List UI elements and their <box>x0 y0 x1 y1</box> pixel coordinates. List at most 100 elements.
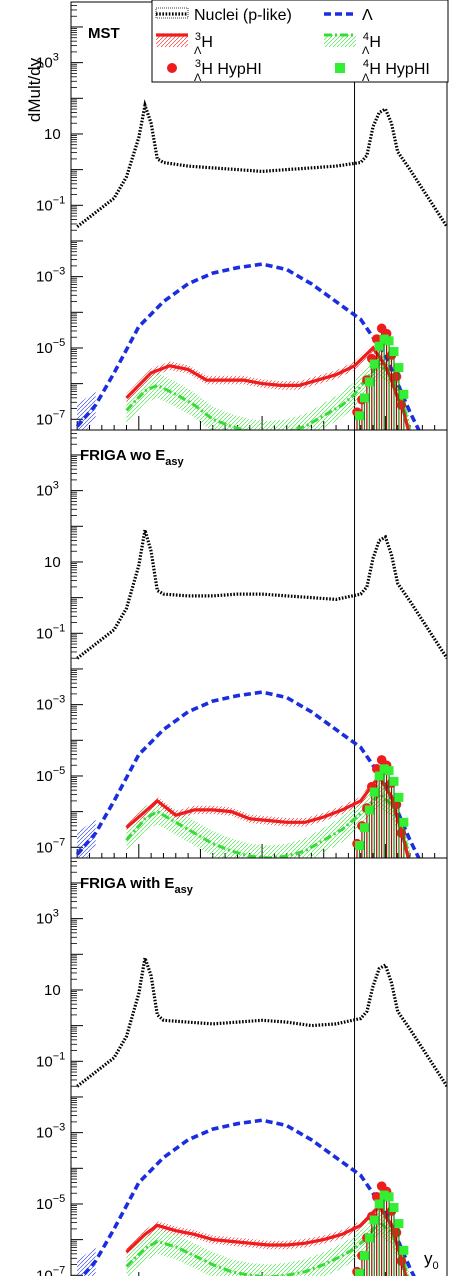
h4-hyphi-point <box>389 1203 399 1213</box>
h4-hyphi-point <box>374 771 384 781</box>
y-tick-label: 10−7 <box>36 408 65 428</box>
h4-hyphi-point <box>379 334 389 344</box>
h4-uncertainty-band <box>126 781 411 858</box>
h3-hyphi-point <box>371 1192 382 1202</box>
h4-hyphi-point <box>389 347 399 357</box>
h4-hyphi-point <box>364 1233 374 1243</box>
y-tick-label: 10−3 <box>36 694 65 714</box>
nuclei-series-line <box>76 99 447 228</box>
h4-hyphi-point <box>359 1251 369 1261</box>
y-tick-label: 10−3 <box>36 1122 65 1142</box>
legend-label-h4hyp: 4 ΛH HypHI <box>362 58 430 84</box>
legend-symbol-h3 <box>156 33 188 47</box>
h4-hyphi-point <box>384 336 394 346</box>
h3-hyphi-point <box>396 1256 407 1266</box>
y-tick-label: 10−7 <box>36 836 65 856</box>
h4-hyphi-point <box>384 766 394 776</box>
legend-band <box>156 35 188 47</box>
y-tick-label: 103 <box>36 480 59 500</box>
panel-title-main: FRIGA with E <box>80 875 174 892</box>
h4-hyphi-point <box>394 363 404 373</box>
legend-label-main: H HypHI <box>201 61 261 78</box>
h3-uncertainty-band <box>126 343 410 430</box>
h4-hyphi-point <box>354 411 364 421</box>
y-tick-label: 10−1 <box>36 194 65 214</box>
y-tick-label: 10 <box>44 126 61 143</box>
h4-hyphi-point <box>379 764 389 774</box>
legend-label-mass: 3 <box>195 58 201 70</box>
h4-hyphi-point <box>374 1199 384 1209</box>
y-tick-label: 103 <box>36 52 59 72</box>
y-tick-label: 10−5 <box>36 337 65 357</box>
h4-hyphi-point <box>384 1192 394 1202</box>
legend: Nuclei (p-like) Λ3 ΛH 4 ΛH3 ΛH HypHI 4 ΛH HypHI <box>151 0 449 84</box>
legend-label-main: H <box>201 34 213 51</box>
h4-hyphi-point <box>394 792 404 802</box>
legend-label-main: H <box>369 34 381 51</box>
lambda-uncertainty-band <box>77 818 96 858</box>
y-tick-label: 103 <box>36 908 59 928</box>
nuclei-series-line <box>76 529 447 660</box>
panel-title: FRIGA wo Easy <box>80 447 185 468</box>
legend-label-lambda: Λ <box>362 7 373 24</box>
h4-series-line <box>125 1219 409 1276</box>
legend-label-mass: 4 <box>363 31 369 43</box>
h4-hyphi-point <box>354 1269 364 1276</box>
legend-label-mass: 3 <box>195 31 201 43</box>
legend-symbol-h3hyp <box>167 63 177 73</box>
y-tick-label: 10−5 <box>36 1193 65 1213</box>
y-axis-title: dMult/dy <box>25 57 44 122</box>
legend-symbol-h4 <box>324 33 356 47</box>
legend-label-sub: Λ <box>362 45 370 57</box>
h4-hyphi-point <box>374 341 384 351</box>
panel-2: 10−7 10−5 10−3 10−1 10 103 FRIGA wo Easy <box>36 429 448 859</box>
h4-hyphi-point <box>359 393 369 403</box>
h4-hyphi-point <box>389 776 399 786</box>
lambda-uncertainty-band <box>77 390 96 430</box>
legend-marker <box>167 63 177 73</box>
h3-hyphi-point <box>391 371 402 382</box>
legend-symbol-nuclei <box>155 7 189 19</box>
h4-hyphi-point <box>354 841 364 851</box>
y-tick-label: 10−5 <box>36 765 65 785</box>
panel-title: FRIGA with Easy <box>80 875 194 896</box>
h3-hyphi-point <box>371 334 382 344</box>
h4-hyphi-point <box>399 389 409 399</box>
h4-hyphi-point <box>394 1219 404 1229</box>
series-group <box>76 858 447 1276</box>
plot-panels: 10−710−510−310−110103MST10−710−510−310−1… <box>36 1 448 1276</box>
panel-title-sub: asy <box>174 884 193 896</box>
h4-hyphi-point <box>369 1215 379 1225</box>
legend-label-sub: Λ <box>362 72 370 84</box>
y-tick-label: 10−7 <box>36 1264 65 1276</box>
legend-label-h3hyp: 3 ΛH HypHI <box>194 58 262 84</box>
h3-hyphi-point <box>396 828 407 838</box>
legend-label-h3: 3 ΛH <box>194 31 213 57</box>
y-tick-label: 10−3 <box>36 266 65 286</box>
y-tick-label: 10−1 <box>36 1050 65 1070</box>
y-tick-label: 10 <box>44 554 61 571</box>
h3-hyphi-point <box>391 1227 402 1238</box>
h4-hyphi-point <box>364 805 374 815</box>
h4-uncertainty-band <box>126 1209 410 1276</box>
legend-label-nuclei: Nuclei (p-like) <box>194 7 292 24</box>
y-tick-label: 10−1 <box>36 622 65 642</box>
legend-label-main: H HypHI <box>369 61 429 78</box>
h4-hyphi-point <box>369 359 379 369</box>
h4-hyphi-point <box>369 787 379 797</box>
legend-label-h4: 4 ΛH <box>362 31 381 57</box>
legend-band <box>324 35 356 47</box>
panel-title-main: FRIGA wo E <box>80 447 165 464</box>
x-axis-title: y0 <box>424 1249 439 1272</box>
h4-series-line <box>125 791 411 858</box>
x-axis-title-sub: 0 <box>433 1260 439 1272</box>
x-axis-title-main: y <box>424 1249 433 1268</box>
series-group <box>75 2 447 430</box>
series-group <box>75 430 447 858</box>
y-tick-label: 10 <box>44 982 61 999</box>
nuclei-series-line <box>76 957 447 1088</box>
panel-title: MST <box>88 25 120 42</box>
legend-box <box>151 0 449 83</box>
